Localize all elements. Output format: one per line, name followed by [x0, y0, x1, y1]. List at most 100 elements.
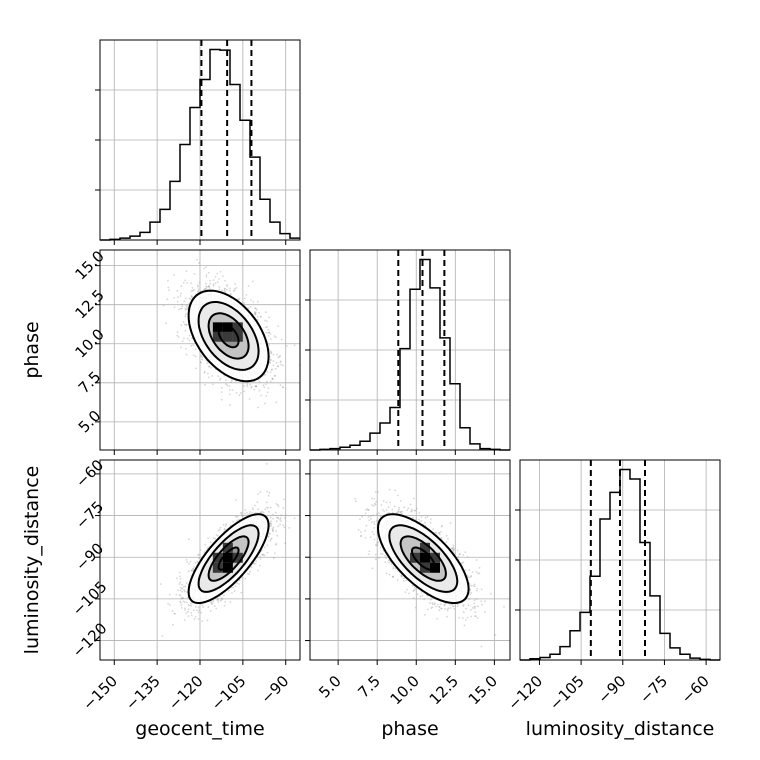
scatter-point: [267, 507, 269, 509]
scatter-point: [219, 526, 222, 529]
scatter-point: [232, 586, 235, 589]
scatter-point: [235, 499, 237, 501]
scatter-point: [231, 389, 234, 391]
scatter-point: [215, 534, 218, 536]
scatter-point: [207, 606, 210, 609]
scatter-point: [183, 601, 186, 604]
scatter-point: [253, 388, 256, 391]
scatter-point: [282, 364, 284, 367]
scatter-point: [201, 358, 204, 361]
scatter-point: [268, 533, 271, 535]
scatter-point: [196, 560, 199, 563]
histogram-step-line-phase: [310, 258, 510, 451]
scatter-point: [236, 519, 239, 522]
scatter-point: [265, 395, 268, 397]
scatter-point: [407, 507, 410, 510]
scatter-point: [201, 356, 204, 359]
scatter-point: [217, 375, 220, 378]
scatter-point: [259, 558, 262, 560]
scatter-point: [194, 616, 197, 618]
scatter-point: [179, 575, 182, 578]
scatter-point: [243, 390, 246, 393]
scatter-point: [184, 585, 187, 588]
scatter-point: [208, 285, 210, 287]
scatter-point: [161, 635, 164, 637]
scatter-point: [249, 511, 252, 513]
contour-line: [187, 289, 270, 383]
scatter-point: [270, 525, 273, 527]
scatter-point: [391, 575, 394, 578]
scatter-point: [280, 520, 282, 522]
scatter-point: [219, 270, 222, 273]
scatter-point: [278, 355, 281, 358]
scatter-point: [234, 287, 236, 290]
contour-line: [207, 535, 250, 582]
scatter-point: [266, 391, 269, 394]
scatter-point: [398, 506, 400, 509]
scatter-point: [220, 387, 223, 389]
scatter-point: [234, 585, 237, 587]
scatter-point: [255, 311, 257, 314]
scatter-point: [180, 597, 183, 600]
scatter-point: [282, 507, 285, 509]
scatter-point: [212, 283, 215, 286]
scatter-point: [249, 570, 252, 573]
scatter-point: [247, 307, 250, 310]
scatter-point: [218, 286, 221, 288]
scatter-point: [266, 380, 268, 383]
scatter-point: [186, 337, 189, 340]
scatter-point: [272, 353, 275, 356]
scatter-point: [185, 558, 188, 561]
scatter-point: [197, 611, 200, 614]
density-peak-cell: [222, 322, 233, 333]
scatter-point: [265, 383, 267, 386]
scatter-point: [220, 391, 223, 393]
scatter-point: [194, 355, 197, 358]
scatter-point: [188, 339, 191, 342]
scatter-point: [271, 378, 274, 381]
scatter-point: [203, 267, 206, 270]
scatter-point: [208, 365, 211, 368]
scatter-point: [275, 530, 277, 532]
scatter-point: [239, 512, 242, 514]
density-peak-cell: [232, 322, 243, 333]
scatter-point: [288, 527, 291, 529]
scatter-point: [203, 371, 206, 374]
scatter-point: [191, 570, 193, 572]
scatter-point: [180, 292, 182, 295]
scatter-point: [235, 392, 238, 394]
scatter-point: [270, 537, 273, 540]
scatter-point: [250, 386, 253, 389]
density-peak-cell: [222, 331, 233, 342]
scatter-point: [167, 279, 169, 282]
scatter-point: [259, 555, 262, 558]
scatter-point: [229, 289, 231, 292]
scatter-point: [269, 361, 271, 364]
histogram-step-line-geocent-time: [100, 48, 300, 241]
scatter-point: [260, 511, 262, 514]
contour-line: [187, 513, 270, 604]
scatter-point: [183, 619, 186, 621]
scatter-point: [198, 557, 201, 560]
scatter-point: [255, 385, 258, 388]
scatter-point: [184, 315, 187, 318]
scatter-point: [475, 589, 478, 592]
scatter-point: [396, 579, 399, 581]
scatter-point: [200, 361, 202, 364]
scatter-point: [193, 618, 196, 620]
scatter-point: [189, 560, 192, 563]
scatter-point: [198, 262, 200, 264]
scatter-point: [254, 504, 256, 507]
scatter-point: [207, 285, 210, 288]
scatter-point: [216, 272, 219, 275]
scatter-point: [216, 599, 219, 601]
scatter-point: [233, 289, 236, 292]
scatter-point: [494, 634, 497, 636]
scatter-point: [280, 360, 282, 363]
scatter-point: [253, 563, 256, 565]
scatter-point: [223, 527, 226, 530]
scatter-point: [359, 518, 361, 520]
scatter-point: [209, 282, 212, 285]
scatter-point: [207, 376, 210, 379]
scatter-point: [184, 279, 187, 282]
